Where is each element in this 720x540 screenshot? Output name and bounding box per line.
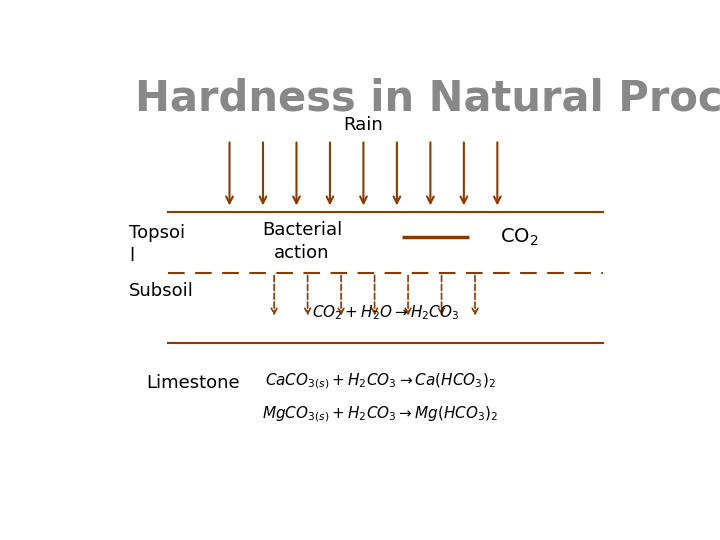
Text: $MgCO_{3(s)} + H_2CO_3 \rightarrow Mg(HCO_3)_2$: $MgCO_{3(s)} + H_2CO_3 \rightarrow Mg(HC…: [262, 404, 498, 424]
Text: Rain: Rain: [343, 116, 383, 134]
FancyBboxPatch shape: [79, 57, 660, 489]
Text: Topsoi: Topsoi: [129, 224, 185, 242]
Text: $CO_2 + H_2O \rightarrow H_2CO_3$: $CO_2 + H_2O \rightarrow H_2CO_3$: [312, 303, 459, 321]
Text: Hardness in Natural Process: Hardness in Natural Process: [135, 77, 720, 119]
Text: Subsoil: Subsoil: [129, 282, 194, 300]
Text: Limestone: Limestone: [145, 374, 240, 392]
Text: $CaCO_{3(s)} + H_2CO_3 \rightarrow Ca(HCO_3)_2$: $CaCO_{3(s)} + H_2CO_3 \rightarrow Ca(HC…: [265, 371, 495, 390]
Text: Bacterial
action: Bacterial action: [262, 221, 342, 261]
Text: CO$_2$: CO$_2$: [500, 227, 539, 248]
Text: l: l: [129, 247, 134, 265]
